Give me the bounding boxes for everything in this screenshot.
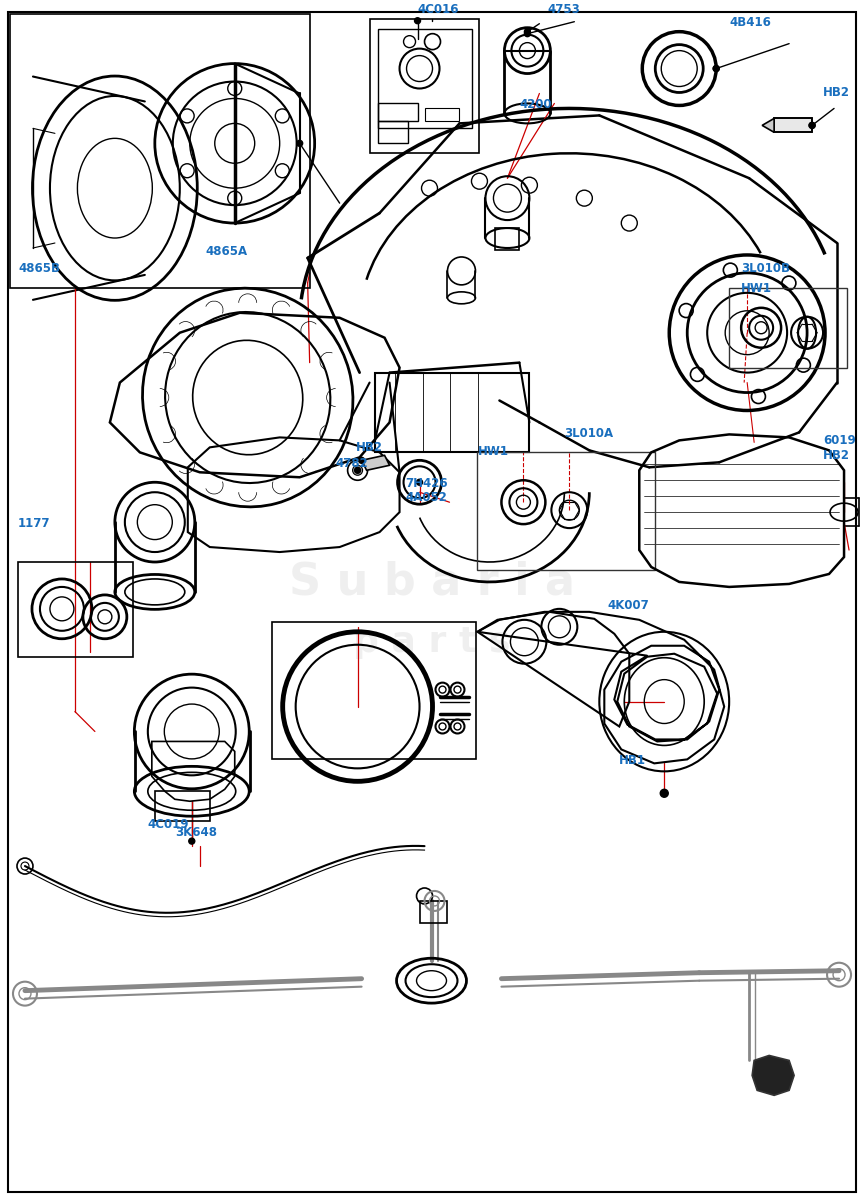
Circle shape [353,466,362,475]
Circle shape [355,467,361,473]
Text: HW1: HW1 [741,282,772,295]
Bar [375,373,529,452]
Text: 4865B: 4865B [18,262,60,275]
Text: 3K648: 3K648 [175,826,217,839]
Text: 4C016: 4C016 [418,2,459,16]
Text: HW1: HW1 [477,445,509,458]
Bar [272,622,477,760]
Text: HB1: HB1 [619,755,646,767]
Circle shape [660,790,669,797]
Bar [496,228,519,250]
Text: 6019: 6019 [823,434,855,448]
Bar [425,108,459,121]
Text: HB2: HB2 [823,449,850,462]
Text: 4K007: 4K007 [607,599,649,612]
Text: 4B416: 4B416 [729,16,771,29]
Text: HB2: HB2 [823,86,850,100]
Bar [378,29,472,128]
Text: 4200: 4200 [519,98,552,112]
Bar [10,13,310,288]
Polygon shape [762,119,774,132]
Circle shape [359,457,364,463]
Text: 3L010A: 3L010A [564,427,613,440]
Circle shape [809,122,815,128]
Circle shape [524,29,530,35]
Bar [155,791,210,821]
Bar [420,901,447,923]
Text: 4865A: 4865A [206,245,248,258]
Circle shape [809,122,815,128]
Text: 7H426: 7H426 [406,478,448,491]
Text: HB2: HB2 [356,442,382,455]
Polygon shape [362,455,389,470]
Bar [774,119,812,132]
Bar [774,119,812,132]
Text: 4C019: 4C019 [148,818,189,832]
Polygon shape [753,1056,794,1096]
Circle shape [714,66,719,72]
Text: 4782: 4782 [336,457,368,470]
Circle shape [297,140,303,146]
Text: p a r t s: p a r t s [353,625,510,659]
Circle shape [417,479,422,485]
Bar [378,121,407,143]
Bar [729,288,847,367]
Text: 1177: 1177 [18,517,50,530]
Bar [369,19,479,154]
Circle shape [714,66,719,72]
Bar [378,103,418,121]
Bar [477,452,656,570]
Circle shape [524,31,530,37]
Bar [18,562,133,656]
Text: 4753: 4753 [548,2,580,16]
Text: 4A052: 4A052 [406,491,447,504]
Text: S u b a r i a: S u b a r i a [289,560,574,604]
Text: 3L010B: 3L010B [741,262,790,275]
Circle shape [189,838,195,844]
Circle shape [414,18,420,24]
